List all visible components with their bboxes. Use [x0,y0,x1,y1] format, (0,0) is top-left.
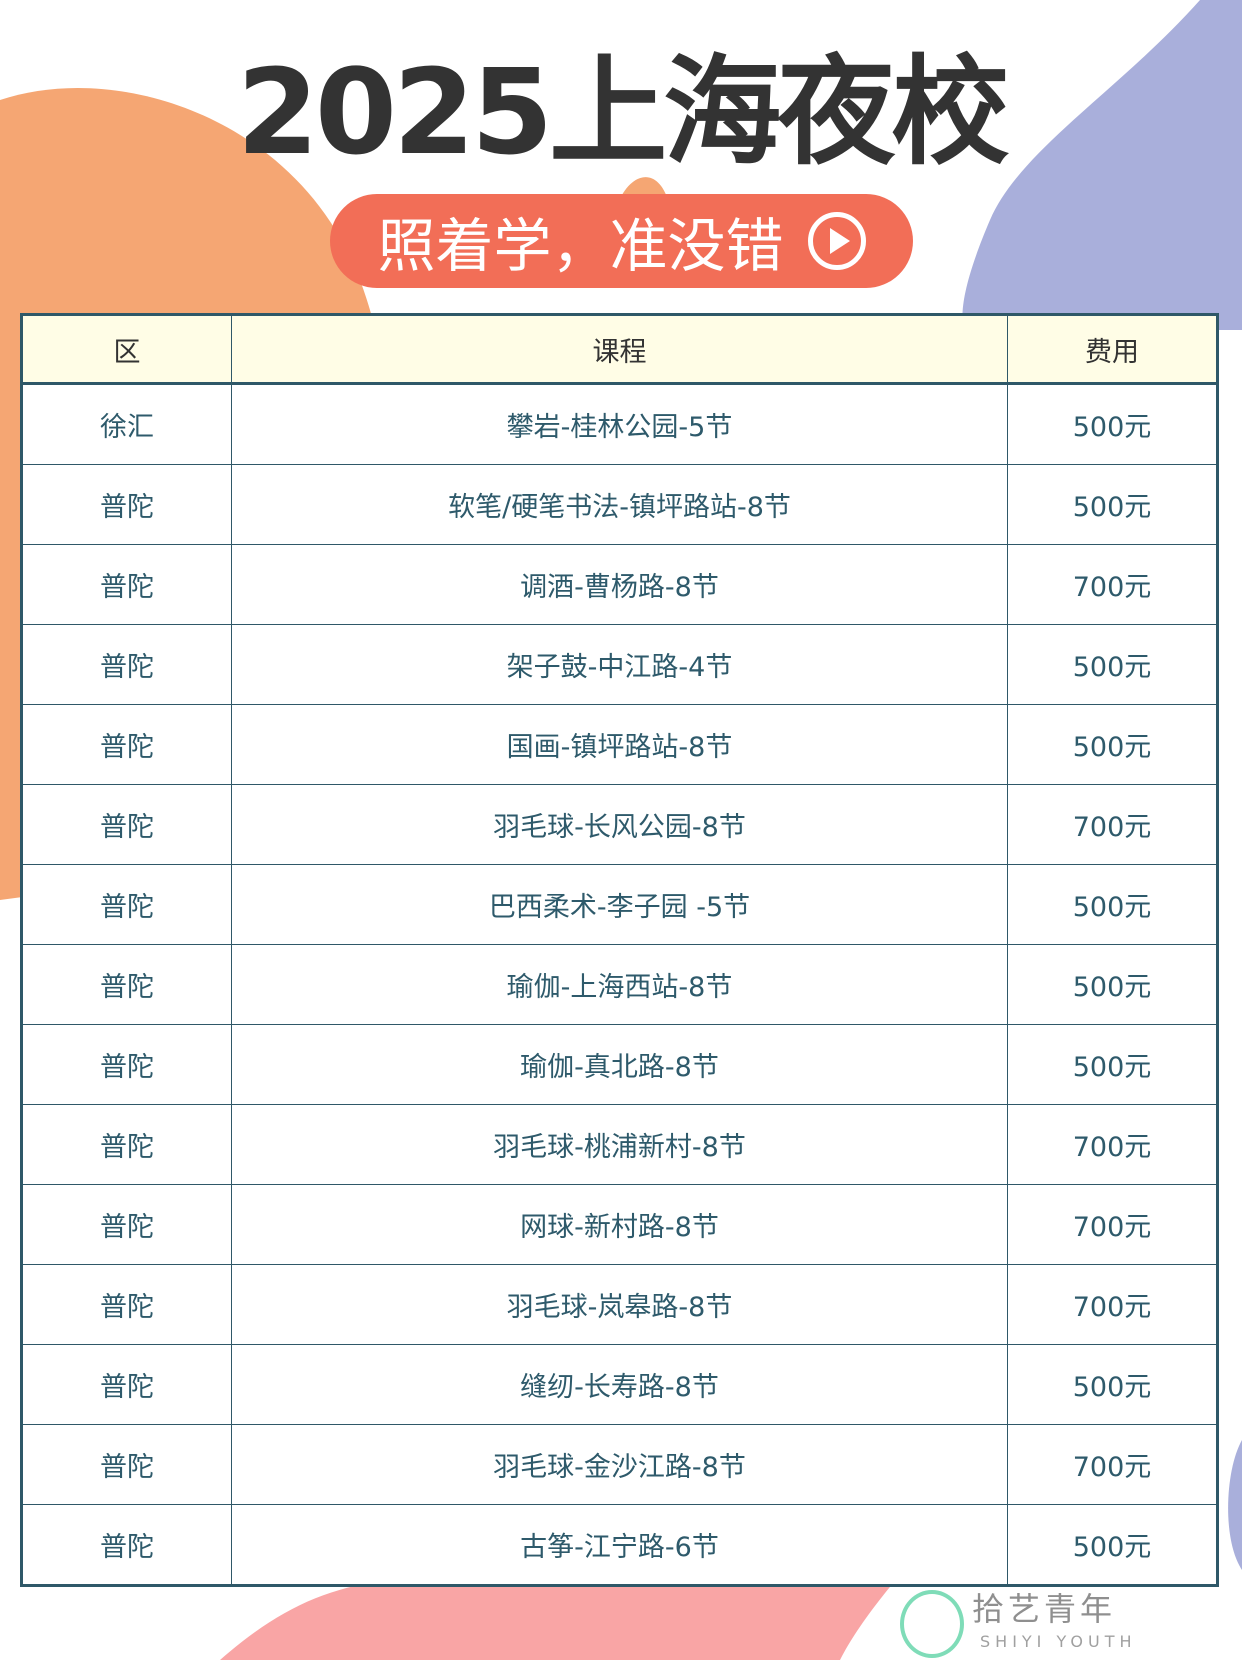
district-cell: 普陀 [21,1264,232,1345]
course-cell: 网球-新村路-8节 [231,1184,1008,1265]
district-cell: 普陀 [21,784,232,865]
district-cell: 普陀 [21,864,232,945]
fee-cell: 500元 [1007,464,1218,545]
watermark-emblem [900,1590,964,1658]
district-cell: 普陀 [21,1424,232,1505]
course-table: 区 课程 费用 徐汇 攀岩-桂林公园-5节 500元 普陀 软笔/硬笔书法-镇坪路站-8… [20,313,1219,1587]
district-cell: 普陀 [21,1184,232,1265]
fee-cell: 700元 [1007,784,1218,865]
table-row: 普陀 架子鼓-中江路-4节 500元 [21,624,1218,705]
table-row: 普陀 巴西柔术-李子园 -5节 500元 [21,864,1218,945]
fee-cell: 500元 [1007,1504,1218,1586]
fee-cell: 500元 [1007,704,1218,785]
district-cell: 普陀 [21,1504,232,1586]
table-row: 普陀 羽毛球-岚皋路-8节 700元 [21,1264,1218,1345]
fee-cell: 500元 [1007,864,1218,945]
table-row: 普陀 羽毛球-长风公园-8节 700元 [21,784,1218,865]
fee-cell: 500元 [1007,624,1218,705]
decor-purple-shape [1228,1440,1242,1570]
fee-cell: 700元 [1007,1104,1218,1185]
course-cell: 羽毛球-长风公园-8节 [231,784,1008,865]
column-header-course: 课程 [231,314,1008,385]
course-cell: 攀岩-桂林公园-5节 [231,383,1008,465]
watermark-name: 拾艺青年 [972,1590,1117,1628]
watermark-logo: 拾艺青年 SHIYI YOUTH [900,1590,1200,1658]
table-row: 普陀 网球-新村路-8节 700元 [21,1184,1218,1265]
table-row: 普陀 缝纫-长寿路-8节 500元 [21,1344,1218,1425]
district-cell: 普陀 [21,1104,232,1185]
district-cell: 普陀 [21,464,232,545]
course-cell: 瑜伽-上海西站-8节 [231,944,1008,1025]
district-cell: 普陀 [21,1024,232,1105]
fee-cell: 500元 [1007,944,1218,1025]
course-cell: 软笔/硬笔书法-镇坪路站-8节 [231,464,1008,545]
slogan-text: 照着学，准没错 [377,212,784,280]
decor-purple-shape [962,0,1242,330]
district-cell: 普陀 [21,624,232,705]
district-cell: 普陀 [21,1344,232,1425]
fee-cell: 500元 [1007,1344,1218,1425]
district-cell: 普陀 [21,704,232,785]
table-row: 普陀 软笔/硬笔书法-镇坪路站-8节 500元 [21,464,1218,545]
table-row: 普陀 调酒-曹杨路-8节 700元 [21,544,1218,625]
table-header-row: 区 课程 费用 [21,314,1218,385]
table-row: 普陀 瑜伽-上海西站-8节 500元 [21,944,1218,1025]
course-cell: 调酒-曹杨路-8节 [231,544,1008,625]
course-cell: 巴西柔术-李子园 -5节 [231,864,1008,945]
fee-cell: 700元 [1007,1184,1218,1265]
course-cell: 古筝-江宁路-6节 [231,1504,1008,1586]
course-cell: 国画-镇坪路站-8节 [231,704,1008,785]
course-cell: 架子鼓-中江路-4节 [231,624,1008,705]
course-cell: 羽毛球-岚皋路-8节 [231,1264,1008,1345]
fee-cell: 700元 [1007,1424,1218,1505]
fee-cell: 500元 [1007,383,1218,465]
course-cell: 羽毛球-金沙江路-8节 [231,1424,1008,1505]
table-row: 普陀 国画-镇坪路站-8节 500元 [21,704,1218,785]
table-row: 徐汇 攀岩-桂林公园-5节 500元 [21,383,1218,465]
course-cell: 瑜伽-真北路-8节 [231,1024,1008,1105]
table-row: 普陀 瑜伽-真北路-8节 500元 [21,1024,1218,1105]
column-header-fee: 费用 [1007,314,1218,385]
district-cell: 徐汇 [21,383,232,465]
slogan-banner: 照着学，准没错 [330,194,913,288]
table-row: 普陀 古筝-江宁路-6节 500元 [21,1504,1218,1586]
table-row: 普陀 羽毛球-金沙江路-8节 700元 [21,1424,1218,1505]
table-row: 普陀 羽毛球-桃浦新村-8节 700元 [21,1104,1218,1185]
fee-cell: 700元 [1007,1264,1218,1345]
column-header-district: 区 [21,314,232,385]
fee-cell: 500元 [1007,1024,1218,1105]
decor-pink-shape [220,1575,900,1660]
page-title: 2025上海夜校 [236,43,1009,181]
course-cell: 缝纫-长寿路-8节 [231,1344,1008,1425]
play-circle-icon [807,212,866,270]
fee-cell: 700元 [1007,544,1218,625]
watermark-english: SHIYI YOUTH [980,1632,1137,1651]
course-cell: 羽毛球-桃浦新村-8节 [231,1104,1008,1185]
district-cell: 普陀 [21,544,232,625]
district-cell: 普陀 [21,944,232,1025]
